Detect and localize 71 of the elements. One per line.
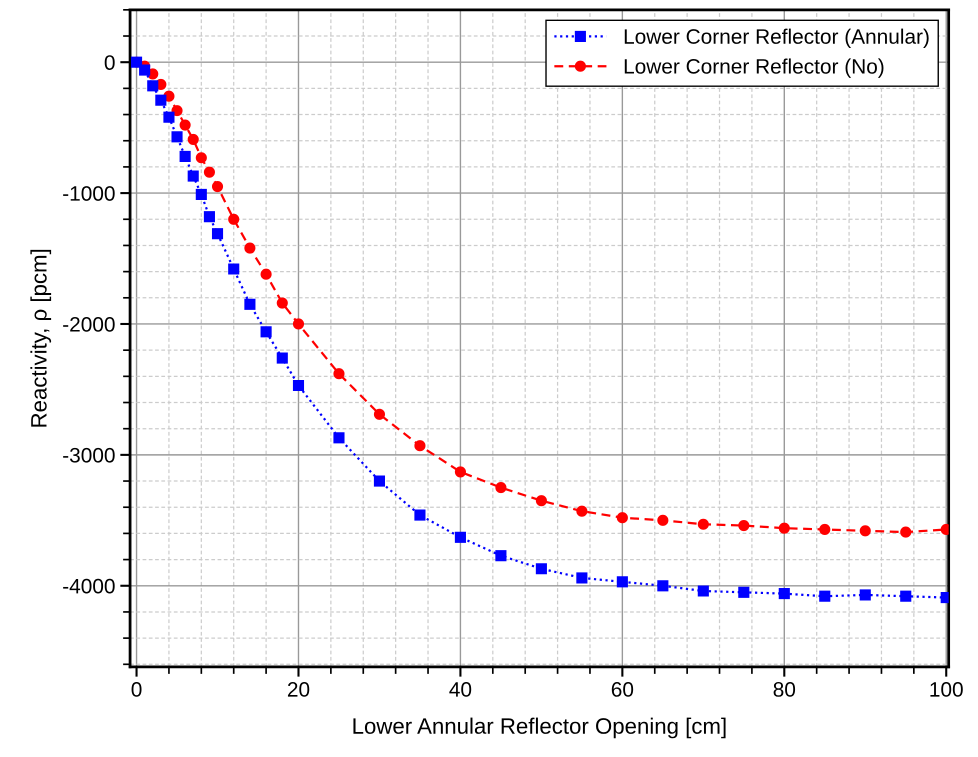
point xyxy=(212,228,224,240)
point xyxy=(244,242,256,254)
point xyxy=(657,514,668,526)
y-axis-title: Reactivity, ρ [pcm] xyxy=(30,250,52,427)
x-tick-label: 40 xyxy=(449,682,472,697)
point xyxy=(778,522,790,534)
y-tick-label: -1000 xyxy=(63,186,115,201)
point xyxy=(333,432,345,444)
point xyxy=(536,495,547,506)
point xyxy=(276,352,288,364)
point xyxy=(495,482,506,494)
point xyxy=(163,112,174,123)
point xyxy=(657,580,668,592)
point xyxy=(900,526,912,538)
point xyxy=(819,524,830,536)
point xyxy=(333,368,345,380)
point xyxy=(212,180,224,192)
point xyxy=(147,80,158,92)
point xyxy=(698,518,709,530)
point xyxy=(454,466,466,478)
point xyxy=(860,525,871,536)
y-tick-label: -3000 xyxy=(63,448,115,463)
point xyxy=(374,475,386,487)
legend-label: Lower Corner Reflector (Annular) xyxy=(624,28,929,48)
point xyxy=(778,588,790,600)
point xyxy=(260,268,272,280)
x-tick-label: 0 xyxy=(132,682,142,697)
point xyxy=(276,297,288,309)
point xyxy=(228,214,240,225)
point xyxy=(260,326,272,338)
y-tick-label: -2000 xyxy=(63,316,115,332)
point xyxy=(454,532,466,543)
x-tick-label: 60 xyxy=(612,682,634,697)
point xyxy=(495,550,506,562)
x-axis-title: Lower Annular Reflector Opening [cm] xyxy=(353,718,726,738)
x-tick-label: 80 xyxy=(774,682,796,697)
point xyxy=(204,211,215,222)
point xyxy=(188,134,199,145)
point xyxy=(244,298,256,310)
point xyxy=(139,64,150,76)
point xyxy=(900,590,912,602)
point xyxy=(196,152,207,164)
point xyxy=(171,105,183,116)
point xyxy=(292,318,304,330)
point xyxy=(196,188,207,200)
point xyxy=(698,585,709,597)
point xyxy=(374,408,386,420)
point xyxy=(180,150,191,162)
point xyxy=(228,263,240,275)
y-tick-label: 0 xyxy=(104,55,115,70)
point xyxy=(576,572,588,584)
point xyxy=(536,563,547,574)
point xyxy=(414,440,426,452)
x-tick-label: 20 xyxy=(288,682,310,697)
point xyxy=(576,506,588,517)
point xyxy=(738,520,750,532)
point xyxy=(204,166,215,178)
point xyxy=(616,576,628,588)
x-tick-label: 100 xyxy=(930,682,963,697)
point xyxy=(616,512,628,524)
point xyxy=(188,170,199,182)
point xyxy=(860,589,871,600)
point xyxy=(155,94,166,106)
point xyxy=(292,380,304,392)
legend-label: Lower Corner Reflector (No) xyxy=(624,58,884,78)
point xyxy=(414,510,426,521)
y-tick-label: -4000 xyxy=(63,578,115,594)
point xyxy=(738,586,750,598)
point xyxy=(180,119,191,131)
point xyxy=(171,131,183,142)
point xyxy=(819,590,830,602)
